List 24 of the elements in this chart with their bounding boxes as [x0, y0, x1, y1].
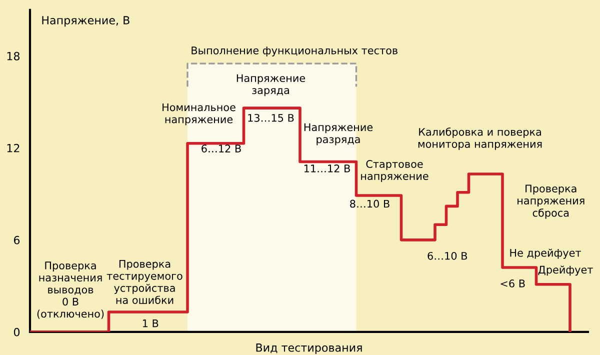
- annotation: 6…12 В: [202, 144, 241, 152]
- annotation: Проверка тестируемого устройства на ошибки: [106, 260, 182, 304]
- annotation: Проверка напряжения сброса: [518, 184, 584, 219]
- y-tick-label: 12: [7, 144, 20, 152]
- y-axis-title: Напряжение, В: [42, 16, 130, 27]
- annotation: Выполнение функциональных тестов: [192, 46, 398, 56]
- annotation: Не дрейфует: [510, 248, 581, 259]
- annotation: 11…12 В: [304, 164, 350, 172]
- annotation: Калибровка и поверка монитора напряжения: [418, 128, 542, 150]
- annotation: Дрейфует: [538, 266, 593, 276]
- annotation: Номинальное напряжение: [162, 103, 236, 126]
- x-axis-title: Вид тестирования: [256, 344, 362, 354]
- y-tick-label: 18: [7, 52, 20, 60]
- y-tick-label: 0: [14, 328, 20, 336]
- annotation: Напряжение разряда: [304, 123, 373, 146]
- annotation: 1 В: [142, 320, 158, 328]
- annotation: <6 В: [500, 280, 525, 288]
- annotation: Стартовое напряжение: [361, 160, 428, 182]
- annotation: Напряжение заряда: [236, 74, 306, 96]
- annotation: Проверка назначения выводов 0 В (отключено): [37, 262, 104, 319]
- y-tick-label: 6: [14, 236, 20, 244]
- annotation: 6…10 В: [428, 252, 468, 260]
- annotation: 13…15 В: [248, 114, 294, 122]
- annotation: 8…10 В: [350, 200, 390, 208]
